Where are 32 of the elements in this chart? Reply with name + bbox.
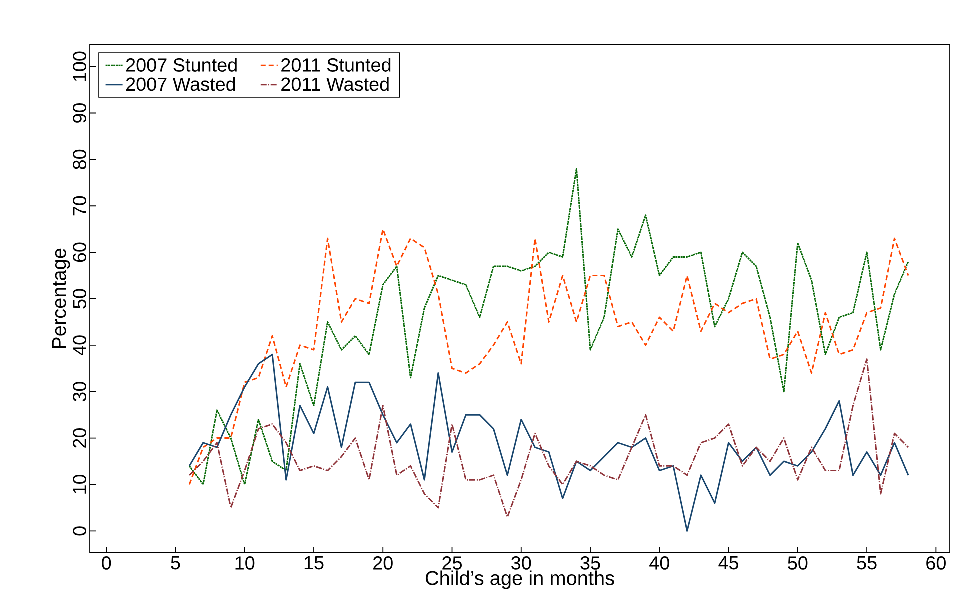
x-tick-label: 10 [236,556,255,570]
x-tick-label: 15 [304,556,324,570]
x-tick-label: 40 [650,556,670,570]
legend-label: 2007 Wasted [126,77,236,92]
x-tick-label: 60 [926,556,946,570]
line-series [188,168,910,486]
x-tick-label: 45 [718,556,739,570]
x-axis-title: Child’s age in months [426,570,614,590]
legend-label: 2011 Stunted [282,58,391,72]
y-tick-label: 90 [73,103,86,123]
x-tick-label: 25 [442,556,462,570]
x-tick-label: 55 [857,556,877,570]
y-axis-title: Percentage [52,248,70,348]
y-tick-label: 30 [73,382,86,402]
x-tick-label: 5 [171,556,180,570]
y-tick-label: 70 [73,196,86,216]
y-tick-label: 100 [73,52,86,82]
line-series [188,228,910,486]
y-tick-label: 10 [73,474,86,494]
legend-label: 2011 Wasted [282,77,389,92]
x-tick-label: 20 [374,556,393,570]
y-tick-label: 80 [73,150,86,170]
y-tick-label: 60 [73,242,86,262]
y-tick-label: 0 [73,526,86,536]
x-tick-label: 30 [512,556,532,570]
y-tick-label: 40 [73,336,86,356]
x-tick-label: 35 [580,556,600,570]
y-tick-label: 20 [73,428,86,448]
legend-label: 2007 Stunted [126,58,237,72]
y-tick-label: 50 [73,289,86,309]
x-tick-label: 50 [788,556,808,570]
x-tick-label: 0 [102,556,112,570]
